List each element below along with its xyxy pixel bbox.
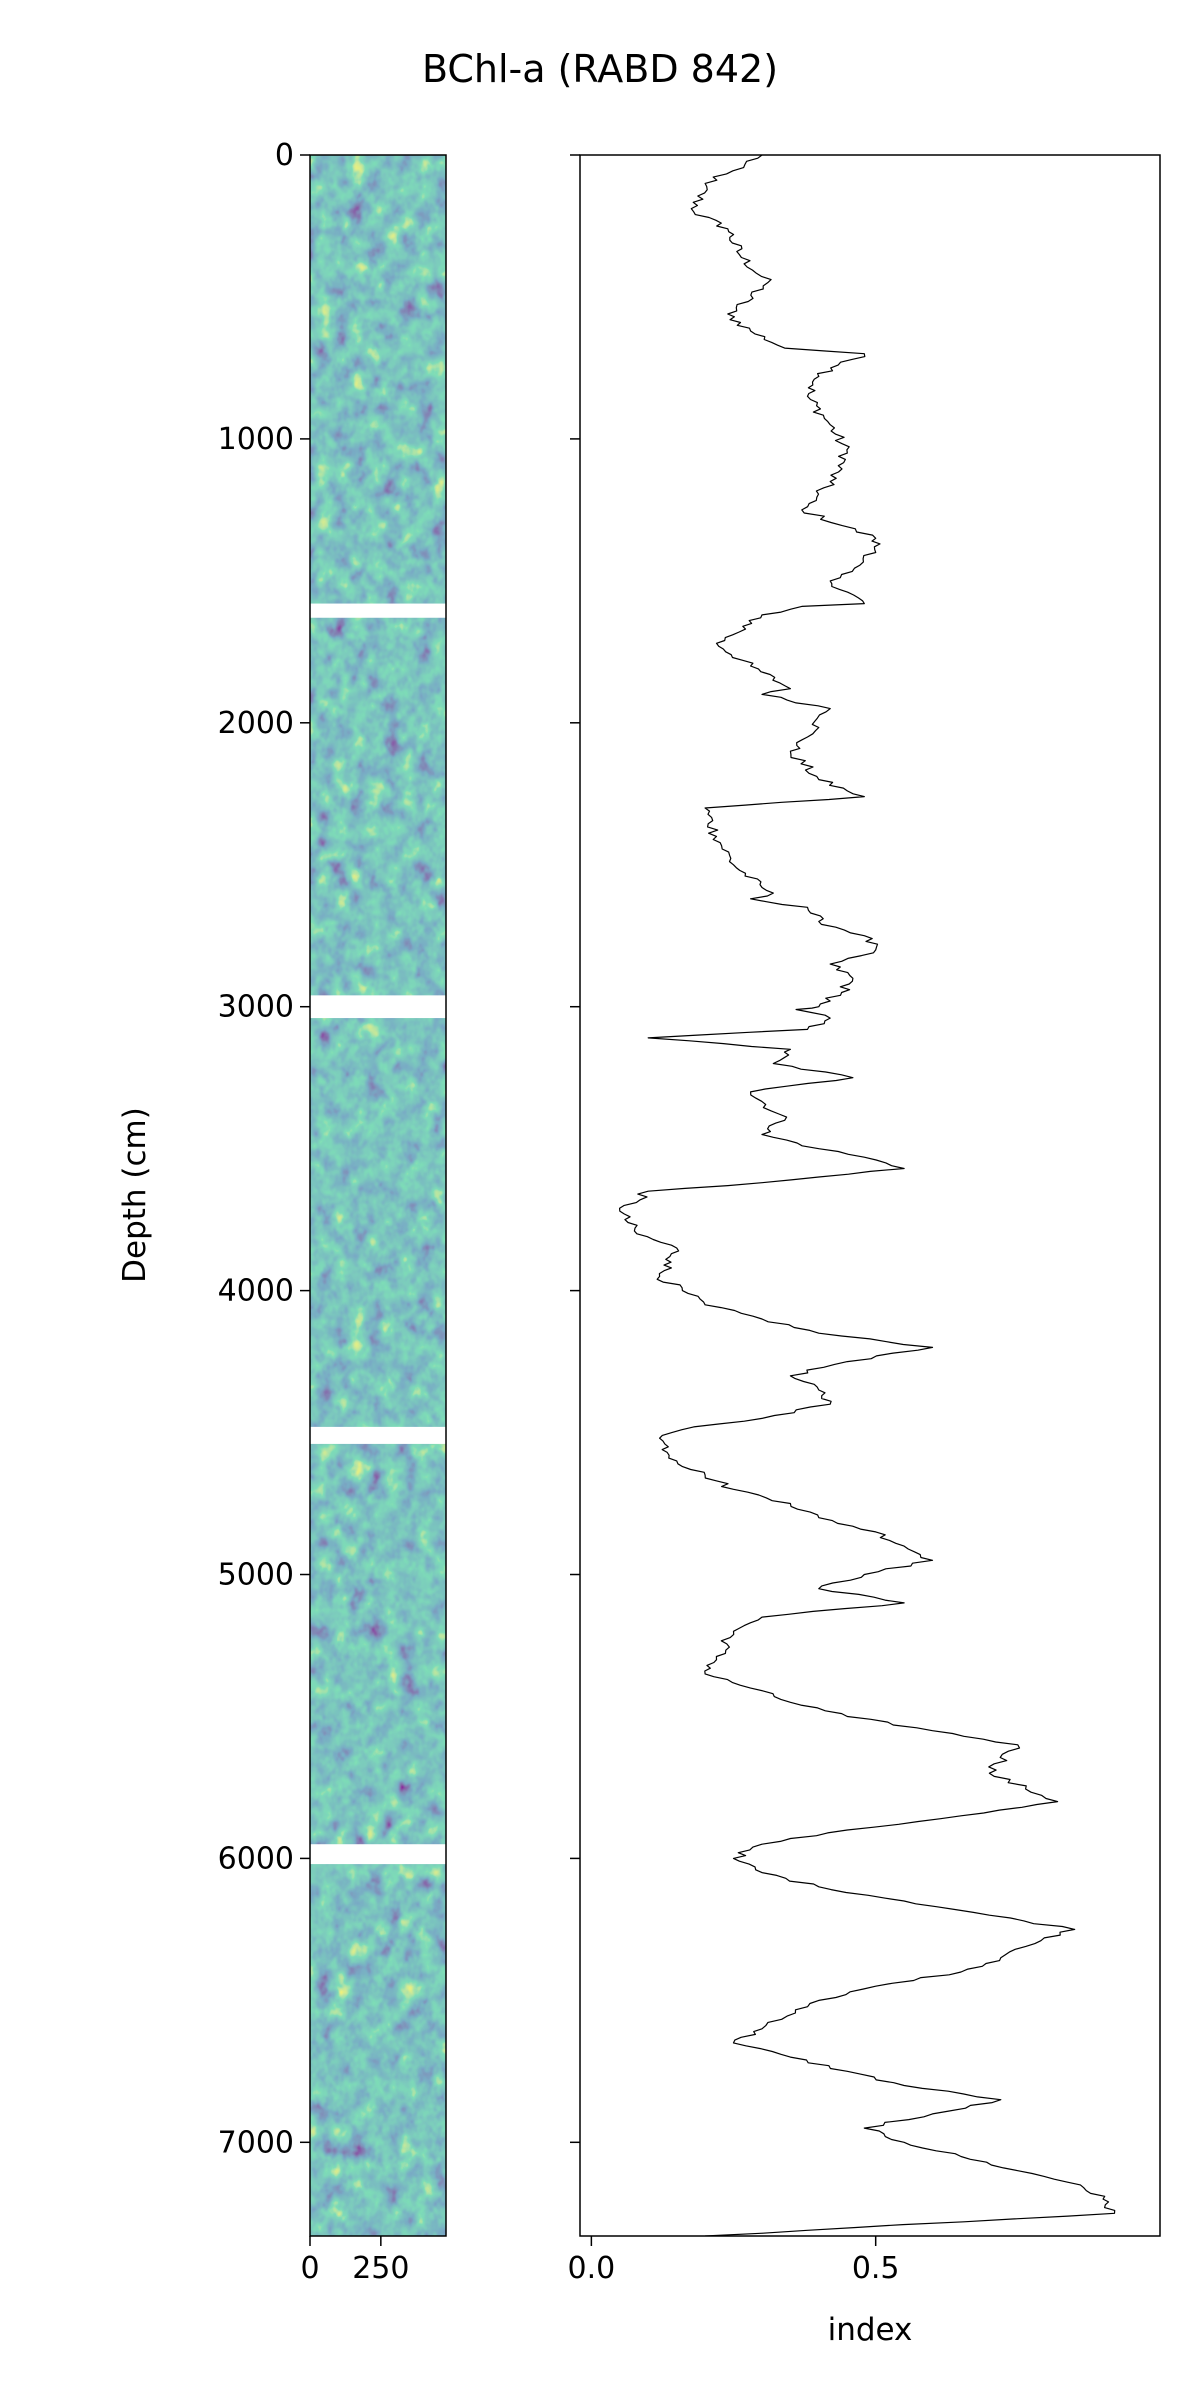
- plot-frame: [579, 154, 1161, 2237]
- core-gap: [310, 1844, 446, 1865]
- y-tick-label: 0: [275, 138, 294, 173]
- line-y-ticks: [570, 154, 580, 2144]
- y-tick-label: 4000: [218, 1274, 294, 1309]
- chart-title: BChl-a (RABD 842): [422, 47, 778, 91]
- y-tick-label: 7000: [218, 2125, 294, 2160]
- core-image-panel: [309, 154, 447, 2237]
- core-gap: [310, 995, 446, 1019]
- series-line: [619, 155, 1116, 2236]
- core-gap: [310, 1426, 446, 1444]
- line-x-tick-label: 0.5: [852, 2251, 900, 2286]
- core-x-tick-label: 0: [300, 2251, 319, 2286]
- line-x-tick-label: 0.0: [568, 2251, 616, 2286]
- y-axis: 0 1000 2000 3000 4000 5000 6000 7000: [218, 138, 310, 2160]
- line-plot-panel: [579, 154, 1161, 2237]
- core-frame: [309, 154, 447, 2237]
- core-x-tick-label: 250: [352, 2251, 409, 2286]
- line-x-axis: 0.0 0.5: [568, 2236, 900, 2286]
- core-gaps: [310, 603, 446, 1865]
- y-tick-label: 3000: [218, 990, 294, 1025]
- x-axis-label: index: [828, 2312, 913, 2348]
- core-image: [310, 155, 446, 2236]
- y-tick-label: 5000: [218, 1558, 294, 1593]
- y-tick-label: 6000: [218, 1841, 294, 1876]
- y-tick-label: 1000: [218, 422, 294, 457]
- y-axis-label: Depth (cm): [117, 1107, 153, 1283]
- core-x-axis: 0 250: [300, 2236, 409, 2286]
- core-gap: [310, 603, 446, 618]
- y-tick-label: 2000: [218, 706, 294, 741]
